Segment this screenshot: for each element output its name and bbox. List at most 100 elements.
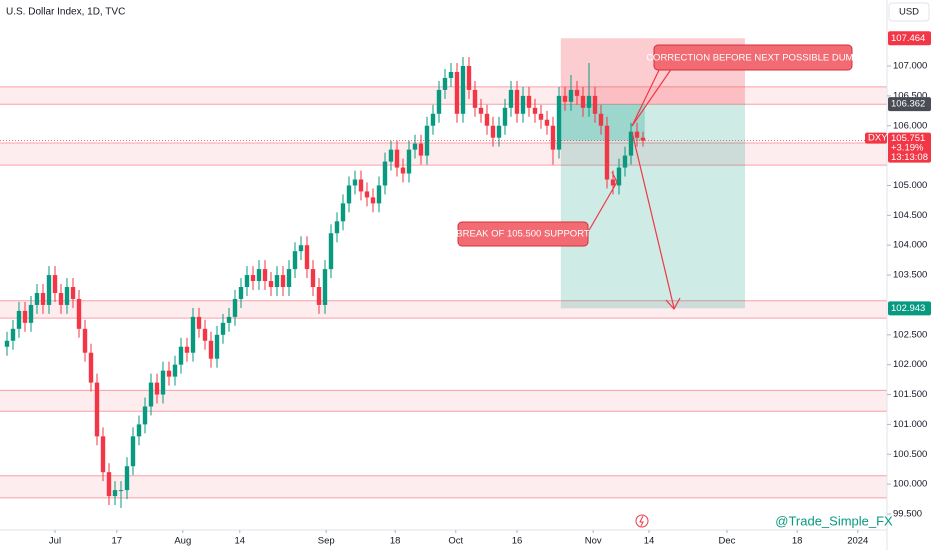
- candle-body: [238, 287, 244, 299]
- candle-body: [304, 245, 310, 270]
- zone: [0, 143, 887, 166]
- candle-body: [448, 71, 454, 78]
- candle-body: [118, 490, 124, 492]
- candle-body: [556, 95, 562, 150]
- zone: [0, 390, 887, 412]
- y-tick-label: 102.500: [893, 329, 927, 340]
- x-tick-label: 17: [112, 536, 123, 547]
- candle-body: [322, 269, 328, 305]
- price-badge: [888, 31, 931, 46]
- x-tick-label: 16: [512, 536, 523, 547]
- candle-body: [472, 89, 478, 108]
- annotation-pointer: [587, 181, 618, 233]
- candle-body: [88, 352, 94, 383]
- alert-icon[interactable]: [635, 514, 649, 528]
- candle-body: [586, 95, 592, 108]
- candle-body: [268, 281, 274, 288]
- symbol-badge: [865, 132, 887, 144]
- candle-body: [328, 233, 334, 270]
- y-tick-label: 101.500: [893, 389, 927, 400]
- candle-body: [190, 316, 196, 353]
- candle-body: [370, 197, 376, 204]
- candle-body: [616, 167, 622, 186]
- alert-icon-bolt: [639, 515, 644, 527]
- candle-body: [100, 436, 106, 473]
- candle-body: [52, 275, 58, 293]
- projection-arrow: [631, 131, 675, 309]
- candle-body: [364, 191, 370, 198]
- candle-body: [478, 107, 484, 114]
- candle-body: [526, 95, 532, 108]
- candle-body: [112, 490, 118, 497]
- candle-body: [64, 287, 70, 305]
- countdown: 13:13:08: [891, 152, 928, 163]
- candle-body: [352, 179, 358, 186]
- price-badge-label: 106.362: [891, 99, 925, 110]
- candle-body: [622, 155, 628, 168]
- y-tick-label: 105.000: [893, 180, 927, 191]
- y-tick-label: 100.000: [893, 479, 927, 490]
- candle-body: [310, 269, 316, 288]
- candle-body: [628, 131, 634, 156]
- target-zone: [560, 104, 745, 309]
- candle-body: [166, 370, 172, 377]
- candle-body: [634, 131, 640, 138]
- candle-body: [442, 77, 448, 90]
- annotation-pointer: [611, 171, 618, 183]
- candle-body: [376, 185, 382, 204]
- annotation-box: [653, 44, 853, 71]
- candle-body: [568, 89, 574, 102]
- candle-body: [598, 113, 604, 126]
- x-tick-label: 2024: [847, 536, 868, 547]
- y-tick-label: 101.000: [893, 419, 927, 430]
- candle-body: [412, 143, 418, 150]
- candle-body: [280, 275, 286, 288]
- candle-body: [592, 95, 598, 114]
- candle-body: [514, 89, 520, 114]
- y-tick-label: 102.000: [893, 359, 927, 370]
- candle-body: [160, 370, 166, 395]
- candle-body: [316, 287, 322, 305]
- candle-body: [604, 125, 610, 180]
- currency: USD: [899, 7, 919, 18]
- candle-body: [544, 119, 550, 126]
- price-badges: 107.000 106.500 106.000 105.000 104.500 104.0…: [0, 31, 931, 547]
- zone: [0, 86, 887, 105]
- candle-body: [232, 298, 238, 317]
- candle-body: [340, 203, 346, 222]
- candle-body: [208, 340, 214, 359]
- annotation: BREAK OF 105.500 SUPPORT: [456, 229, 590, 240]
- candle-body: [244, 275, 250, 288]
- y-tick-label: 99.500: [893, 509, 922, 520]
- background: [0, 38, 887, 499]
- price-badge-label: 102.943: [891, 303, 925, 314]
- candle-body: [454, 71, 460, 114]
- candle-body: [34, 292, 40, 305]
- candle-body: [256, 269, 262, 282]
- candle-body: [358, 179, 364, 192]
- candle-body: [154, 382, 160, 395]
- candle-body: [406, 149, 412, 174]
- candle-body: [274, 275, 280, 288]
- y-tick-label: 103.500: [893, 270, 927, 281]
- candle-body: [430, 113, 436, 126]
- y-tick-label: 104.500: [893, 210, 927, 221]
- candle-body: [400, 167, 406, 174]
- candle-body: [202, 328, 208, 341]
- candle-body: [184, 346, 190, 353]
- candle-body: [220, 322, 226, 335]
- currency-box[interactable]: [888, 2, 930, 22]
- price-badge-label: 107.464: [891, 33, 925, 44]
- candle-body: [508, 89, 514, 108]
- candle-body: [106, 472, 112, 497]
- candle-body: [418, 143, 424, 156]
- candle-body: [436, 89, 442, 114]
- x-tick-label: 14: [235, 536, 246, 547]
- annotation-pointer: [631, 67, 661, 127]
- x-tick-label: 14: [644, 536, 655, 547]
- annotation: CORRECTION BEFORE NEXT POSSIBLE DUMP: [646, 53, 860, 64]
- y-tick-label: 104.000: [893, 240, 927, 251]
- candle-body: [178, 346, 184, 365]
